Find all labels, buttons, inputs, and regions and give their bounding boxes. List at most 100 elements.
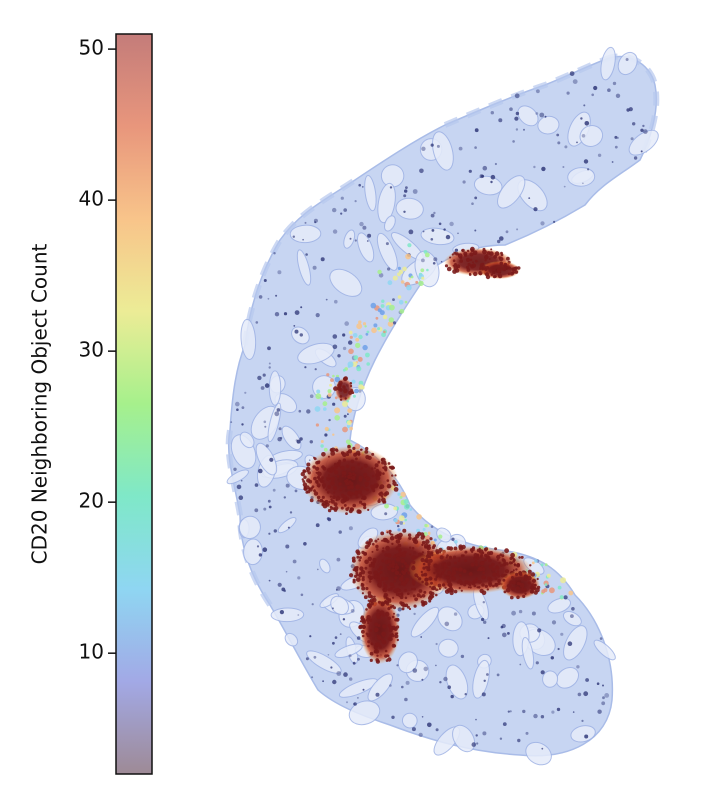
nucleus-dot — [325, 298, 328, 301]
hotspot-dot — [523, 574, 529, 580]
nucleus-dot — [265, 444, 269, 448]
hotspot-dot — [329, 495, 333, 498]
nucleus-dot — [583, 159, 589, 164]
hotspot-dot — [365, 608, 368, 611]
neighbor-dot — [330, 378, 334, 382]
hotspot-dot — [493, 255, 497, 259]
nucleus-dot — [347, 413, 349, 416]
nucleus-dot — [422, 230, 425, 233]
neighbor-dot — [320, 444, 324, 448]
nucleus-dot — [277, 582, 282, 587]
nucleus-dot — [332, 207, 337, 213]
hotspot-dot — [377, 623, 381, 628]
hotspot-dot — [449, 590, 454, 596]
hotspot-dot — [531, 578, 537, 583]
neighbor-dot — [315, 423, 319, 427]
nucleus-dot — [550, 656, 554, 660]
hotspot-dot — [488, 558, 492, 563]
hotspot-dot — [355, 450, 361, 455]
hotspot-dot — [488, 258, 491, 260]
hotspot-dot — [455, 252, 459, 256]
hotspot-dot — [466, 249, 470, 253]
neighbor-dot — [326, 373, 330, 377]
hotspot-dot — [423, 572, 428, 577]
nucleus-dot — [533, 207, 538, 212]
hotspot-dot — [364, 566, 368, 570]
hotspot-dot — [352, 472, 355, 476]
hotspot-dot — [516, 563, 520, 568]
neighbor-dot — [544, 563, 548, 567]
hotspot-dot — [354, 491, 359, 496]
nucleus-dot — [499, 737, 503, 740]
hotspot-dot — [349, 476, 353, 480]
nucleus-dot — [349, 237, 352, 240]
nucleus-dot — [391, 715, 395, 719]
neighbor-dot — [357, 356, 363, 362]
nucleus-dot — [273, 252, 276, 255]
hotspot-dot — [362, 495, 367, 501]
hotspot-dot — [384, 649, 388, 653]
hotspot-dot — [383, 492, 388, 497]
hotspot-dot — [530, 572, 536, 577]
hotspot-dot — [358, 625, 363, 629]
hotspot-dot — [453, 555, 457, 559]
nucleus-dot — [475, 718, 477, 721]
nucleus-dot — [476, 742, 479, 745]
nucleus-dot — [298, 409, 302, 413]
hotspot-dot — [454, 263, 457, 266]
hotspot-dot — [343, 376, 348, 381]
nucleus-dot — [405, 680, 410, 685]
neighbor-dot — [373, 323, 378, 328]
nucleus-dot — [421, 716, 424, 718]
nucleus-dot — [567, 641, 573, 646]
hotspot-dot — [327, 508, 332, 513]
hotspot-dot — [438, 547, 443, 553]
hotspot-dot — [391, 542, 394, 546]
hotspot-dot — [441, 572, 444, 575]
nucleus-dot — [336, 671, 342, 676]
hotspot-dot — [435, 564, 440, 568]
nucleus-dot — [305, 253, 308, 256]
hotspot-dot — [377, 538, 380, 541]
hotspot-dot — [383, 582, 386, 585]
hotspot-dot — [330, 466, 334, 470]
nucleus-dot — [268, 579, 271, 582]
hotspot-dot — [508, 266, 512, 270]
hotspot-dot — [446, 578, 452, 584]
nucleus-dot — [332, 334, 338, 339]
nucleus-dot — [397, 524, 400, 528]
neighbor-dot — [327, 392, 332, 397]
nucleus-dot — [332, 641, 335, 645]
nucleus-dot — [292, 235, 295, 238]
hotspot-dot — [333, 470, 339, 475]
hotspot-dot — [495, 565, 498, 568]
hotspot-dot — [430, 581, 433, 585]
crypt — [521, 636, 535, 670]
crypt — [284, 632, 299, 647]
hotspot-dot — [400, 558, 405, 564]
nucleus-dot — [313, 655, 317, 659]
hotspot-dot — [423, 590, 427, 594]
hotspot-dot — [512, 580, 516, 585]
crypt — [401, 712, 418, 729]
nucleus-dot — [505, 230, 509, 234]
hotspot-dot — [313, 476, 317, 481]
crypt — [364, 174, 377, 212]
hotspot-dot — [338, 482, 342, 486]
hotspot-dot — [384, 576, 389, 581]
hotspot-dot — [344, 397, 347, 400]
nucleus-dot — [557, 141, 561, 145]
hotspot-dot — [379, 486, 382, 490]
hotspot-dot — [374, 463, 379, 468]
hotspot-dot — [387, 559, 392, 564]
hotspot-dot — [421, 540, 426, 545]
hotspot-dot — [377, 635, 382, 640]
hotspot-dot — [509, 580, 513, 584]
neighbor-dot — [345, 439, 351, 445]
hotspot-dot — [374, 622, 379, 627]
hotspot-dot — [453, 561, 457, 565]
hotspot-dot — [520, 555, 524, 559]
neighbor-dot — [398, 269, 404, 275]
hotspot-dot — [360, 616, 364, 620]
hotspot-dot — [345, 464, 350, 469]
